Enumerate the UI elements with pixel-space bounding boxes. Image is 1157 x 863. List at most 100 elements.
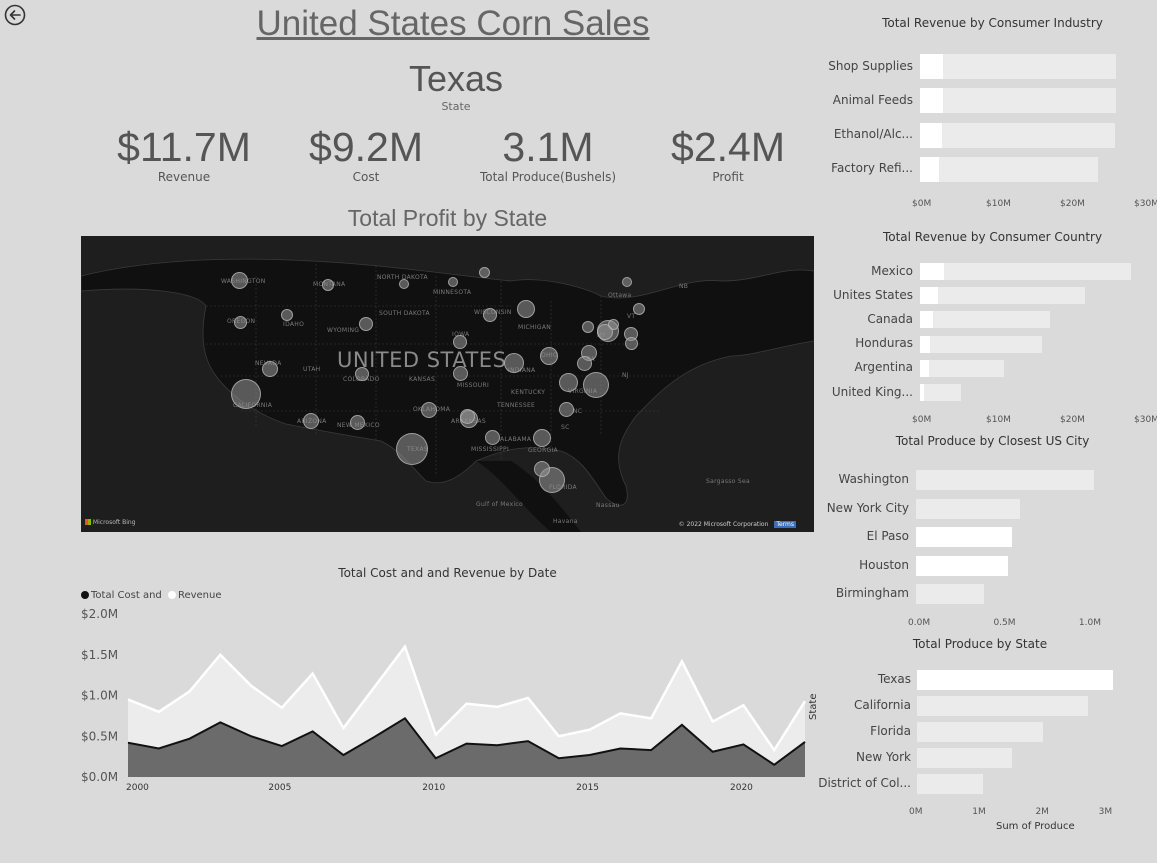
legend-item-cost[interactable]: Total Cost and	[81, 590, 162, 601]
country-bar-fill[interactable]	[920, 287, 938, 305]
map-profit-bubble[interactable]	[303, 413, 319, 429]
map-state-label: INDIANA	[508, 367, 536, 374]
country-bar-track[interactable]	[920, 384, 962, 401]
map-profit-bubble[interactable]	[478, 266, 490, 278]
country-x-tick: $20M	[1060, 415, 1085, 425]
map-profit-bubble[interactable]	[349, 414, 365, 430]
state-bar-fill[interactable]	[917, 670, 1113, 690]
country-bar-track[interactable]	[920, 311, 1050, 329]
map-state-label: NJ	[622, 372, 629, 379]
map-profit-bubble[interactable]	[583, 372, 609, 398]
country-bar-fill[interactable]	[920, 335, 931, 353]
industry-bar-fill[interactable]	[920, 156, 939, 182]
map-profit-bubble[interactable]	[452, 365, 468, 381]
industry-bar-label: Animal Feeds	[832, 92, 913, 107]
state-bar-track[interactable]	[917, 722, 1044, 742]
map-state-label: Gulf of Mexico	[476, 501, 523, 508]
legend-item-revenue[interactable]: Revenue	[167, 590, 222, 601]
map-profit-bubble[interactable]	[359, 317, 373, 331]
country-bar-track[interactable]	[920, 263, 1131, 280]
industry-bar-fill[interactable]	[920, 88, 943, 114]
map-profit-bubble[interactable]	[558, 372, 578, 392]
map-profit-bubble[interactable]	[622, 277, 632, 287]
map-profit-bubble[interactable]	[484, 429, 500, 445]
cost-line[interactable]	[127, 716, 806, 766]
state-x-tick: 2M	[1035, 807, 1049, 817]
map-state-label: GEORGIA	[528, 447, 558, 454]
map-state-label: TENNESSEE	[497, 402, 536, 409]
industry-bar-fill[interactable]	[920, 54, 943, 79]
industry-x-tick: $10M	[986, 199, 1011, 209]
area-y-tick: $1.5M	[81, 648, 118, 662]
map-profit-bubble[interactable]	[576, 355, 592, 371]
map-profit-bubble[interactable]	[448, 277, 458, 287]
industry-bar-fill[interactable]	[920, 122, 943, 148]
city-x-tick: 1.0M	[1078, 618, 1101, 628]
city-bar-track[interactable]	[916, 498, 1021, 519]
industry-bar-track[interactable]	[920, 88, 1117, 114]
country-bar-fill[interactable]	[920, 359, 929, 377]
map-profit-bubble[interactable]	[396, 433, 428, 465]
country-bar-track[interactable]	[920, 359, 1004, 377]
country-bar-track[interactable]	[920, 287, 1086, 305]
map-profit-bubble[interactable]	[230, 271, 248, 289]
map-profit-bubble[interactable]	[233, 315, 247, 329]
industry-bar-label: Ethanol/Alc...	[833, 127, 913, 142]
map-profit-bubble[interactable]	[453, 335, 467, 349]
map-profit-bubble[interactable]	[262, 361, 278, 377]
map-profit-bubble[interactable]	[533, 429, 551, 447]
selected-state-value: Texas	[408, 58, 504, 99]
state-bar-track[interactable]	[917, 774, 984, 794]
area-x-tick: 2010	[422, 783, 445, 793]
city-bar-fill[interactable]	[916, 555, 1009, 576]
area-x-tick: 2020	[730, 783, 753, 793]
country-bar-fill[interactable]	[920, 384, 925, 401]
country-bar-fill[interactable]	[920, 263, 944, 280]
map-profit-bubble[interactable]	[624, 336, 638, 350]
state-bar-label: District of Col...	[818, 776, 911, 790]
map-profit-bubble[interactable]	[607, 318, 619, 330]
map-profit-bubble[interactable]	[281, 309, 293, 321]
map-profit-bubble[interactable]	[322, 279, 334, 291]
profit-map[interactable]: UNITED STATES Microsoft Bing © 2022 Micr…	[81, 236, 814, 532]
area-chart[interactable]: $0.0M $0.5M $1.0M $1.5M $2.0M 2000 2005 2010 201…	[78, 600, 818, 800]
map-profit-bubble[interactable]	[582, 321, 594, 333]
country-bar-track[interactable]	[920, 335, 1043, 353]
back-button[interactable]	[4, 4, 26, 26]
legend-label-revenue: Revenue	[177, 590, 222, 601]
map-profit-bubble[interactable]	[534, 461, 550, 477]
map-profit-bubble[interactable]	[231, 379, 261, 409]
city-bar-label: Birmingham	[835, 586, 909, 600]
map-profit-bubble[interactable]	[421, 402, 437, 418]
map-profit-bubble[interactable]	[459, 408, 475, 424]
state-bar-label: California	[854, 698, 911, 712]
area-y-tick: $0.0M	[81, 770, 118, 784]
map-terms-link[interactable]: Terms	[774, 521, 796, 528]
industry-bar-label: Shop Supplies	[828, 58, 913, 73]
revenue-line[interactable]	[127, 643, 807, 753]
map-profit-bubble[interactable]	[355, 367, 369, 381]
industry-bar-track[interactable]	[920, 54, 1117, 79]
map-profit-bubble[interactable]	[517, 300, 535, 318]
country-bar-fill[interactable]	[920, 311, 933, 329]
map-state-label: ALABAMA	[500, 436, 532, 443]
city-x-tick: 0.0M	[908, 618, 931, 628]
legend-label-cost: Total Cost and	[91, 590, 162, 601]
map-profit-bubble[interactable]	[558, 401, 574, 417]
city-bar-fill[interactable]	[916, 527, 1012, 547]
map-profit-bubble[interactable]	[504, 353, 524, 373]
map-profit-bubble[interactable]	[633, 303, 645, 315]
map-profit-bubble[interactable]	[540, 347, 558, 365]
map-profit-bubble[interactable]	[399, 279, 409, 289]
bing-logo: Microsoft Bing	[85, 519, 136, 526]
state-bar-track[interactable]	[917, 748, 1012, 768]
country-x-tick: $0M	[912, 415, 932, 425]
city-bar-track[interactable]	[916, 470, 1094, 490]
map-profit-bubble[interactable]	[483, 308, 497, 322]
industry-bar-track[interactable]	[920, 156, 1098, 182]
area-chart-svg: $0.0M $0.5M $1.0M $1.5M $2.0M 2000 2005 2010 201…	[81, 607, 807, 793]
city-bar-track[interactable]	[916, 584, 985, 604]
state-bar-track[interactable]	[917, 696, 1088, 716]
industry-bar-track[interactable]	[920, 122, 1116, 148]
area-x-tick: 2015	[576, 783, 599, 793]
